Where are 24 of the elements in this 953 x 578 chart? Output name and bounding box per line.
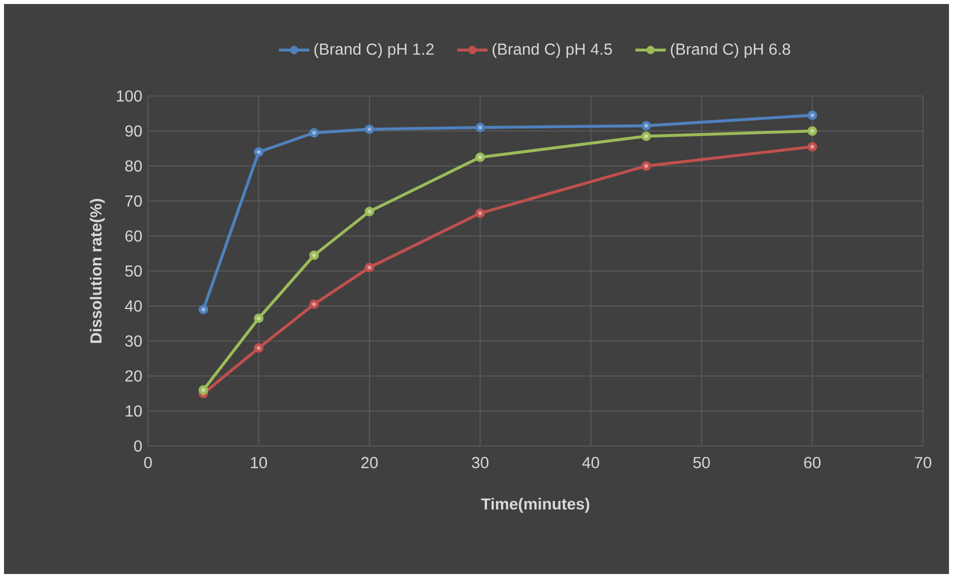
y-tick-label: 0 bbox=[134, 440, 142, 452]
y-tick-label: 70 bbox=[125, 195, 142, 207]
x-tick-label: 40 bbox=[582, 456, 600, 468]
x-tick-label: 30 bbox=[472, 456, 488, 468]
y-axis-title: Dissolution rate(%) bbox=[90, 198, 105, 343]
x-tick-label: 50 bbox=[693, 456, 710, 468]
y-tick-label: 50 bbox=[125, 265, 142, 277]
y-tick-label: 60 bbox=[125, 230, 142, 242]
y-tick-label: 20 bbox=[125, 370, 142, 382]
legend-label: (Brand C) pH 1.2 bbox=[314, 43, 434, 58]
y-tick-label: 90 bbox=[125, 125, 142, 137]
x-tick-label: 20 bbox=[361, 456, 378, 468]
x-tick-label: 10 bbox=[251, 456, 267, 468]
x-axis-title: Time(minutes) bbox=[481, 498, 590, 513]
x-tick-label: 0 bbox=[144, 456, 152, 468]
y-tick-label: 40 bbox=[124, 300, 142, 312]
legend-label: (Brand C) pH 4.5 bbox=[492, 43, 612, 58]
x-tick-label: 60 bbox=[804, 456, 821, 468]
y-tick-label: 80 bbox=[125, 160, 142, 172]
y-tick-label: 10 bbox=[126, 405, 142, 417]
legend-label: (Brand C) pH 6.8 bbox=[670, 43, 790, 58]
x-tick-label: 70 bbox=[914, 456, 932, 468]
y-tick-label: 100 bbox=[116, 90, 142, 102]
y-tick-label: 30 bbox=[125, 335, 142, 347]
